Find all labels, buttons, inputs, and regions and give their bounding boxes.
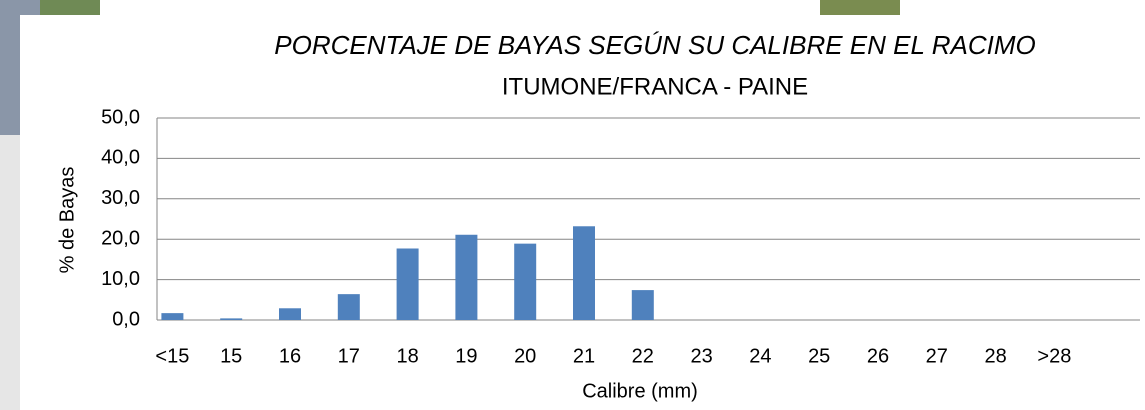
x-tick-label: 22 <box>632 345 654 367</box>
bar <box>279 308 301 320</box>
y-tick-label: 40,0 <box>101 147 140 169</box>
x-tick-label: 27 <box>926 345 948 367</box>
x-tick-label: 19 <box>455 345 477 367</box>
x-tick-label: <15 <box>155 345 189 367</box>
chart-panel <box>20 15 1145 410</box>
photo-corner <box>40 0 100 15</box>
x-tick-label: 15 <box>220 345 242 367</box>
y-tick-label: 0,0 <box>112 308 140 330</box>
bar <box>631 290 654 320</box>
bar <box>573 226 595 320</box>
bar <box>220 318 243 320</box>
x-tick-label: 20 <box>514 345 536 367</box>
y-axis-label: % de Bayas <box>56 167 78 274</box>
bar <box>337 294 360 320</box>
x-tick-label: 21 <box>573 345 595 367</box>
y-tick-label: 10,0 <box>101 268 140 290</box>
x-tick-label: 23 <box>690 345 712 367</box>
x-tick-label: 26 <box>867 345 889 367</box>
x-tick-label: 16 <box>279 345 301 367</box>
x-tick-label: 18 <box>396 345 418 367</box>
bar <box>161 313 184 320</box>
photo-corner <box>820 0 900 15</box>
chart-title: PORCENTAJE DE BAYAS SEGÚN SU CALIBRE EN … <box>274 30 1035 60</box>
x-tick-label: 24 <box>749 345 771 367</box>
x-tick-label: 28 <box>984 345 1006 367</box>
x-axis-label: Calibre (mm) <box>582 380 698 402</box>
bar <box>455 234 478 320</box>
bar <box>514 243 537 320</box>
y-tick-label: 20,0 <box>101 227 140 249</box>
y-tick-label: 50,0 <box>101 106 140 128</box>
bar <box>396 248 419 320</box>
chart-subtitle: ITUMONE/FRANCA - PAINE <box>502 73 808 100</box>
x-tick-label: >28 <box>1037 345 1071 367</box>
x-tick-label: 25 <box>808 345 830 367</box>
y-tick-label: 30,0 <box>101 187 140 209</box>
x-tick-label: 17 <box>338 345 360 367</box>
